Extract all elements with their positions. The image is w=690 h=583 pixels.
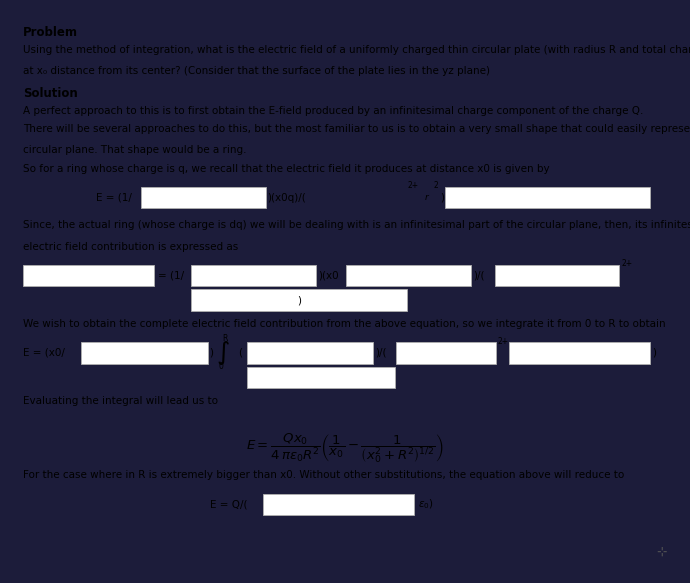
Text: $E = \dfrac{Qx_0}{4\,\pi\varepsilon_0 R^2}\left(\dfrac{1}{x_0} - \dfrac{1}{\left: $E = \dfrac{Qx_0}{4\,\pi\varepsilon_0 R^… [246,431,444,465]
Text: 2: 2 [433,181,438,190]
FancyBboxPatch shape [346,265,471,286]
Text: 0: 0 [219,363,224,371]
Text: at x₀ distance from its center? (Consider that the surface of the plate lies in : at x₀ distance from its center? (Conside… [23,66,490,76]
Text: E = Q/(: E = Q/( [210,500,248,510]
Text: Using the method of integration, what is the electric field of a uniformly charg: Using the method of integration, what is… [23,45,690,55]
Text: ): ) [209,348,213,358]
Text: ): ) [297,295,302,305]
Text: circular plane. That shape would be a ring.: circular plane. That shape would be a ri… [23,145,246,155]
FancyBboxPatch shape [23,265,155,286]
Text: electric field contribution is expressed as: electric field contribution is expressed… [23,241,238,252]
Text: )(x0q)/(: )(x0q)/( [268,192,306,203]
Text: For the case where in R is extremely bigger than x0. Without other substitutions: For the case where in R is extremely big… [23,470,624,480]
FancyBboxPatch shape [191,265,316,286]
FancyBboxPatch shape [141,187,266,208]
Text: )/(: )/( [473,271,484,280]
Text: 2+: 2+ [498,336,509,346]
Text: $\int$: $\int$ [216,339,230,367]
Text: (: ( [239,348,243,358]
Text: ⊹: ⊹ [656,546,667,559]
Text: A perfect approach to this is to first obtain the E-field produced by an infinit: A perfect approach to this is to first o… [23,106,644,116]
Text: $\varepsilon_0$): $\varepsilon_0$) [417,498,433,511]
Text: Since, the actual ring (whose charge is dq) we will be dealing with is an infini: Since, the actual ring (whose charge is … [23,220,690,230]
Text: Problem: Problem [23,26,78,38]
Text: r: r [424,193,428,202]
FancyBboxPatch shape [396,342,496,364]
Text: So for a ring whose charge is q, we recall that the electric field it produces a: So for a ring whose charge is q, we reca… [23,164,550,174]
Text: We wish to obtain the complete electric field contribution from the above equati: We wish to obtain the complete electric … [23,319,666,329]
Text: Solution: Solution [23,87,78,100]
Text: Evaluating the integral will lead us to: Evaluating the integral will lead us to [23,396,218,406]
Text: 2+: 2+ [621,259,632,268]
Text: R: R [222,335,228,343]
FancyBboxPatch shape [495,265,619,286]
Text: E = (1/: E = (1/ [96,192,132,203]
Text: = (1/: = (1/ [158,271,184,280]
FancyBboxPatch shape [247,342,373,364]
Text: )/(: )/( [375,348,387,358]
FancyBboxPatch shape [247,367,395,388]
Text: E = (x0/: E = (x0/ [23,348,65,358]
FancyBboxPatch shape [509,342,650,364]
FancyBboxPatch shape [263,494,415,515]
Text: )(x0: )(x0 [318,271,339,280]
Text: 2+: 2+ [408,181,419,190]
Text: There will be several approaches to do this, but the most familiar to us is to o: There will be several approaches to do t… [23,124,690,134]
Text: ): ) [440,192,444,203]
Text: ): ) [652,348,656,358]
FancyBboxPatch shape [444,187,650,208]
FancyBboxPatch shape [191,290,407,311]
FancyBboxPatch shape [81,342,208,364]
